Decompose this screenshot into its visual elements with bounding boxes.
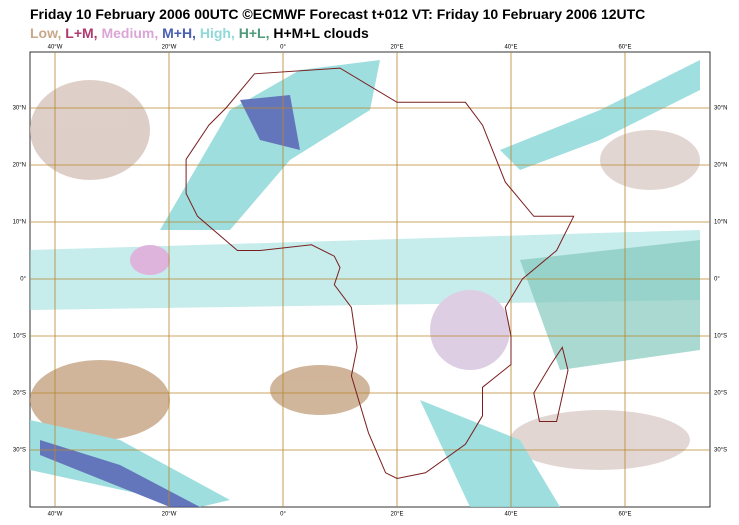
legend: Low, L+M, Medium, M+H, High, H+L, H+M+L … — [30, 25, 369, 41]
cloud — [30, 360, 170, 440]
legend-item: H+M+L clouds — [273, 25, 369, 41]
lat-label: 0° — [714, 277, 720, 283]
cloud — [30, 80, 150, 180]
lat-label: 0° — [20, 277, 26, 283]
cloud — [240, 95, 300, 150]
cloud-field — [30, 60, 700, 507]
legend-item: L+M, — [65, 25, 97, 41]
lat-label: 10°S — [714, 334, 727, 340]
lat-label: 20°S — [714, 391, 727, 397]
lon-label: 20°W — [162, 45, 177, 51]
cloud — [30, 420, 230, 507]
cloud — [130, 245, 170, 275]
lat-label: 30°S — [13, 448, 26, 454]
lon-label: 60°E — [618, 512, 631, 518]
cloud — [40, 440, 200, 507]
coastline — [533, 346, 569, 422]
lon-label: 0° — [280, 512, 286, 518]
lon-label: 20°W — [162, 512, 177, 518]
cloud — [520, 240, 700, 370]
cloud — [420, 400, 560, 507]
cloud — [510, 410, 690, 470]
lon-label: 60°E — [618, 45, 631, 51]
coastline — [185, 67, 575, 480]
lat-label: 30°N — [13, 106, 26, 112]
lon-label: 40°E — [504, 45, 517, 51]
legend-item: Medium, — [101, 25, 158, 41]
lat-label: 30°N — [714, 106, 727, 112]
cloud — [430, 290, 510, 370]
cloud — [600, 130, 700, 190]
cloud — [500, 60, 700, 170]
lat-label: 10°N — [13, 220, 26, 226]
lat-label: 30°S — [714, 448, 727, 454]
cloud — [270, 365, 370, 415]
lon-label: 20°E — [390, 45, 403, 51]
lon-label: 40°E — [504, 512, 517, 518]
lat-label: 20°N — [714, 163, 727, 169]
legend-item: H+L, — [239, 25, 270, 41]
lon-label: 0° — [280, 45, 286, 51]
title: Friday 10 February 2006 00UTC ©ECMWF For… — [30, 6, 645, 22]
lon-label: 20°E — [390, 512, 403, 518]
legend-item: M+H, — [162, 25, 196, 41]
lat-label: 20°S — [13, 391, 26, 397]
cloud — [160, 60, 380, 230]
legend-item: High, — [200, 25, 235, 41]
legend-item: Low, — [30, 25, 61, 41]
lat-label: 10°S — [13, 334, 26, 340]
lon-label: 40°W — [48, 45, 63, 51]
lon-label: 40°W — [48, 512, 63, 518]
lat-label: 10°N — [714, 220, 727, 226]
lat-label: 20°N — [13, 163, 26, 169]
map — [29, 51, 711, 508]
